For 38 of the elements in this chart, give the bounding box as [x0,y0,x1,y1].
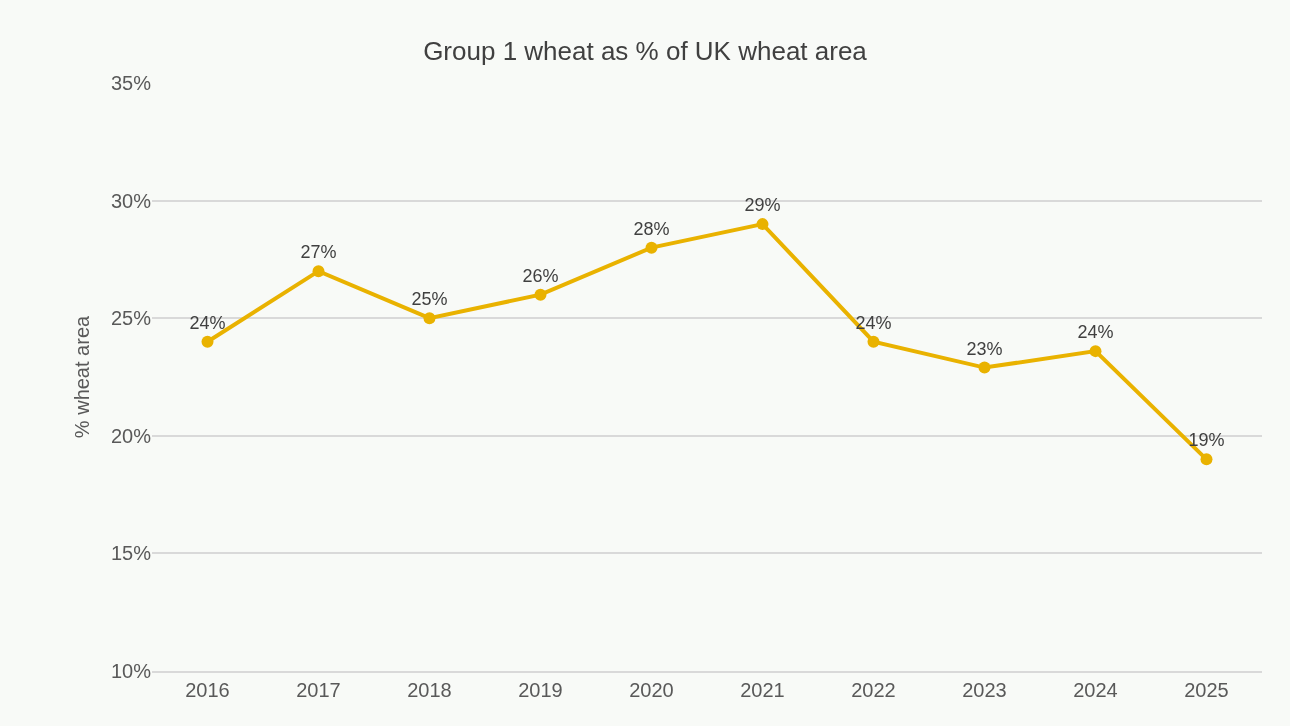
point [312,265,325,278]
x-tick-label: 2025 [1184,678,1229,701]
data-label: 23% [966,338,1003,359]
data-label: 24% [1077,322,1114,343]
x-tick-label: 2021 [740,678,785,701]
data-label: 29% [744,195,781,216]
data-label: 26% [522,265,559,286]
chart-title: Group 1 wheat as % of UK wheat area [423,35,868,66]
point [201,335,214,348]
point [978,361,991,374]
y-tick-label: 35% [110,72,152,94]
x-tick-label: 2022 [851,678,896,701]
point [423,312,436,325]
y-tick-label: 30% [110,189,152,212]
point [1200,453,1213,466]
y-tick-label: 15% [110,542,152,565]
y-tick-label: 25% [110,307,152,330]
x-tick-label: 2019 [518,678,563,701]
x-tick-label: 2018 [407,678,452,701]
x-tick-label: 2016 [185,678,230,701]
point [1089,345,1102,358]
y-axis-title: % wheat area [71,314,94,439]
point [645,241,658,254]
x-tick-label: 2020 [629,678,674,701]
data-label: 19% [1188,430,1225,451]
y-tick-label: 10% [110,660,152,682]
point [756,218,769,231]
point [867,335,880,348]
x-tick-label: 2023 [962,678,1007,701]
data-label: 27% [300,242,337,263]
data-label: 28% [633,218,670,239]
x-tick-label: 2017 [296,678,341,701]
data-label: 24% [189,312,226,333]
data-label: 25% [411,289,448,310]
data-label: 24% [855,312,892,333]
y-tick-label: 20% [110,424,152,447]
point [534,288,547,301]
x-tick-label: 2024 [1073,678,1118,701]
